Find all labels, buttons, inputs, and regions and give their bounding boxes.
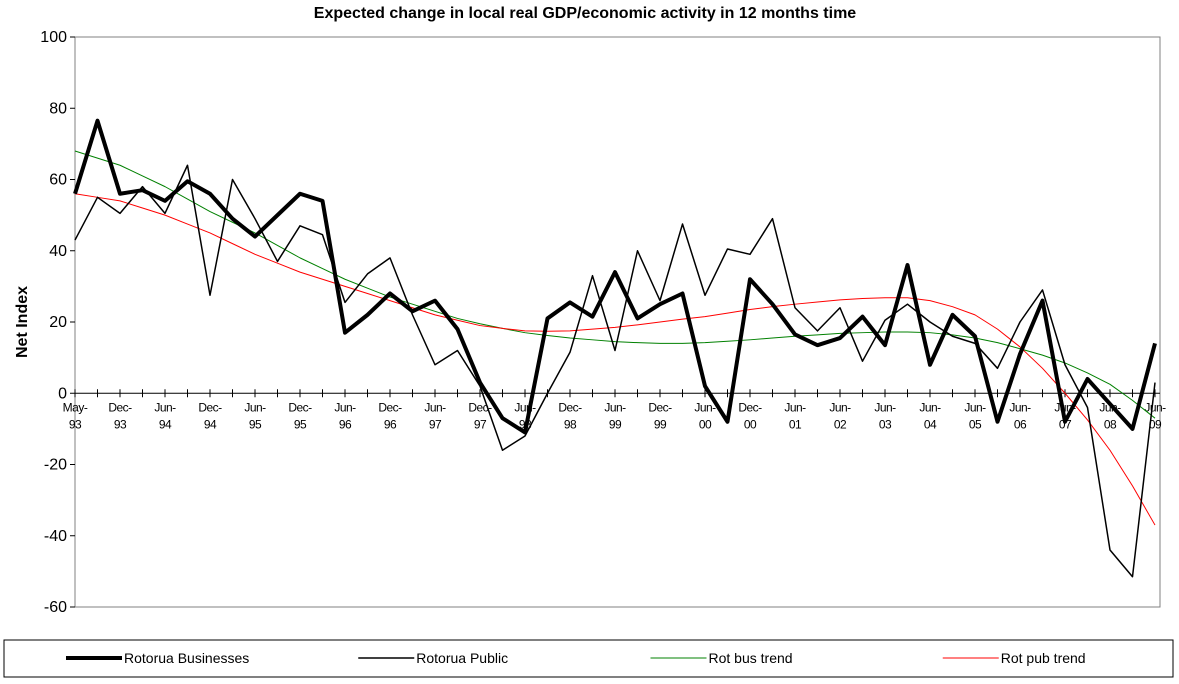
y-tick-label: 40 xyxy=(49,243,67,260)
y-tick-label: 80 xyxy=(49,100,67,117)
x-tick-label: Jun-94 xyxy=(154,400,176,431)
plot-area xyxy=(74,36,1161,608)
legend-box xyxy=(3,639,1174,678)
x-tick-label: Jun-01 xyxy=(784,400,806,431)
x-tick-label: May-93 xyxy=(63,400,88,431)
x-tick-label: Dec-93 xyxy=(108,400,132,431)
y-axis-title: Net Index xyxy=(14,286,31,358)
x-tick-label: Dec-94 xyxy=(198,400,222,431)
y-tick-label: -60 xyxy=(44,599,67,616)
x-tick-label: Jun-00 xyxy=(694,400,716,431)
y-tick-label: 100 xyxy=(40,29,67,46)
x-tick-label: Jun-05 xyxy=(964,400,986,431)
x-tick-label: Dec-95 xyxy=(288,400,312,431)
x-tick-label: Jun-95 xyxy=(244,400,266,431)
y-tick-label: 0 xyxy=(58,385,67,402)
x-tick-label: Jun-06 xyxy=(1009,400,1031,431)
x-tick-label: Jun-99 xyxy=(604,400,626,431)
series-line xyxy=(73,118,1157,435)
y-tick-label: -40 xyxy=(44,528,67,545)
y-tick-label: 60 xyxy=(49,172,67,189)
x-tick-label: Dec-98 xyxy=(558,400,582,431)
x-tick-label: Dec-99 xyxy=(648,400,672,431)
chart-title: Expected change in local real GDP/econom… xyxy=(314,5,856,22)
y-tick-label: -20 xyxy=(44,457,67,474)
x-tick-label: Jun-03 xyxy=(874,400,896,431)
x-tick-label: Jun-02 xyxy=(829,400,851,431)
legend-label: Rot bus trend xyxy=(709,650,793,666)
legend-label: Rot pub trend xyxy=(1001,650,1086,666)
legend-label: Rotorua Businesses xyxy=(124,650,249,666)
y-tick-label: 20 xyxy=(49,314,67,331)
legend-label: Rotorua Public xyxy=(416,650,508,666)
series-line xyxy=(74,164,1156,578)
x-tick-label: Jun-04 xyxy=(919,400,941,431)
series-line xyxy=(74,193,1156,526)
x-tick-label: Dec-00 xyxy=(738,400,762,431)
x-tick-label: Jun-96 xyxy=(334,400,356,431)
x-tick-label: Dec-97 xyxy=(468,400,492,431)
x-tick-label: Jun-97 xyxy=(424,400,446,431)
x-tick-label: Dec-96 xyxy=(378,400,402,431)
x-tick-label: Jun-09 xyxy=(1144,400,1166,431)
series-line xyxy=(74,150,1156,419)
